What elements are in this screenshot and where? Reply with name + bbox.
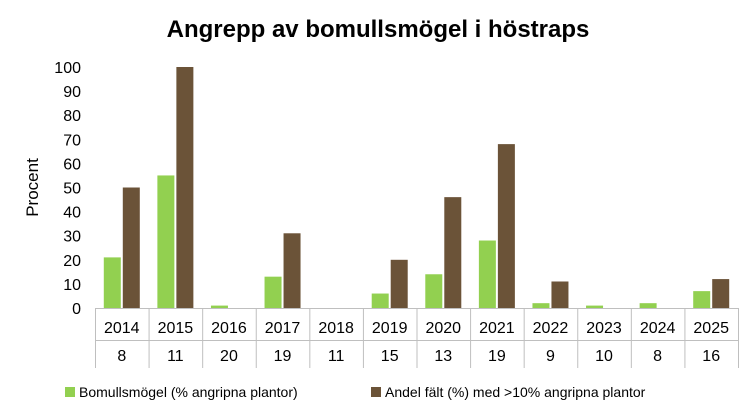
- x-category-year: 2015: [158, 320, 194, 337]
- y-axis-ticks: 0 10 20 30 40 50 60 70 80 90 100: [54, 60, 81, 318]
- bar-bomullsmogel-2020: [425, 274, 443, 308]
- axis-lines: [95, 308, 739, 368]
- y-tick-label: 30: [63, 229, 81, 246]
- x-category-count: 20: [220, 348, 238, 365]
- y-tick-label: 90: [63, 84, 81, 101]
- x-category-count: 19: [488, 348, 506, 365]
- x-category-count: 10: [595, 348, 613, 365]
- bar-andel-falt-2021: [497, 144, 515, 308]
- x-category-year: 2016: [211, 320, 247, 337]
- y-tick-label: 20: [63, 253, 81, 270]
- chart-title: Angrepp av bomullsmögel i höstraps: [167, 16, 590, 43]
- bar-andel-falt-2017: [283, 233, 301, 308]
- bar-andel-falt-2019: [390, 259, 408, 308]
- y-tick-label: 100: [54, 60, 81, 77]
- x-category-year: 2022: [533, 320, 569, 337]
- x-category-count: 8: [117, 348, 126, 365]
- legend-swatch: [371, 387, 381, 397]
- legend-swatch: [65, 387, 75, 397]
- category-labels: 2014 8 2015 11 2016 20 2017 19 2018 11 2019 15 2020 1…: [104, 320, 729, 365]
- x-category-year: 2025: [693, 320, 729, 337]
- x-category-year: 2018: [318, 320, 354, 337]
- bar-bomullsmogel-2025: [693, 291, 711, 308]
- y-tick-label: 40: [63, 205, 81, 222]
- bar-bomullsmogel-2024: [639, 303, 657, 308]
- x-category-count: 9: [546, 348, 555, 365]
- x-category-count: 11: [328, 348, 345, 365]
- bar-andel-falt-2022: [551, 281, 569, 308]
- y-tick-label: 0: [72, 301, 81, 318]
- bar-andel-falt-2014: [122, 187, 140, 308]
- x-category-year: 2017: [265, 320, 301, 337]
- bars-group: [103, 67, 730, 308]
- bar-bomullsmogel-2016: [210, 305, 228, 308]
- y-tick-label: 10: [63, 277, 81, 294]
- legend-label: Bomullsmögel (% angripna plantor): [79, 384, 298, 400]
- x-category-year: 2021: [479, 320, 515, 337]
- x-category-count: 8: [653, 348, 662, 365]
- bar-bomullsmogel-2014: [103, 257, 121, 308]
- x-category-year: 2023: [586, 320, 622, 337]
- y-axis-label: Procent: [23, 158, 42, 217]
- bar-bomullsmogel-2023: [586, 305, 604, 308]
- x-category-count: 19: [274, 348, 292, 365]
- y-tick-label: 80: [63, 108, 81, 125]
- legend: Bomullsmögel (% angripna plantor) Andel f…: [65, 384, 646, 400]
- x-category-year: 2024: [640, 320, 676, 337]
- x-category-count: 13: [434, 348, 452, 365]
- x-category-year: 2020: [425, 320, 461, 337]
- bar-bomullsmogel-2015: [157, 175, 175, 308]
- bar-andel-falt-2025: [712, 279, 730, 308]
- bar-bomullsmogel-2021: [478, 240, 496, 308]
- x-category-count: 16: [702, 348, 720, 365]
- x-category-count: 15: [381, 348, 399, 365]
- x-category-year: 2014: [104, 320, 140, 337]
- y-tick-label: 50: [63, 181, 81, 198]
- y-tick-label: 70: [63, 132, 81, 149]
- legend-label: Andel fält (%) med >10% angripna plantor: [385, 384, 646, 400]
- x-category-count: 11: [167, 348, 184, 365]
- x-category-year: 2019: [372, 320, 408, 337]
- bar-bomullsmogel-2022: [532, 303, 550, 308]
- y-tick-label: 60: [63, 156, 81, 173]
- bar-andel-falt-2020: [444, 197, 462, 308]
- bar-bomullsmogel-2017: [264, 276, 282, 308]
- bar-bomullsmogel-2019: [371, 293, 389, 308]
- bar-andel-falt-2015: [176, 67, 194, 308]
